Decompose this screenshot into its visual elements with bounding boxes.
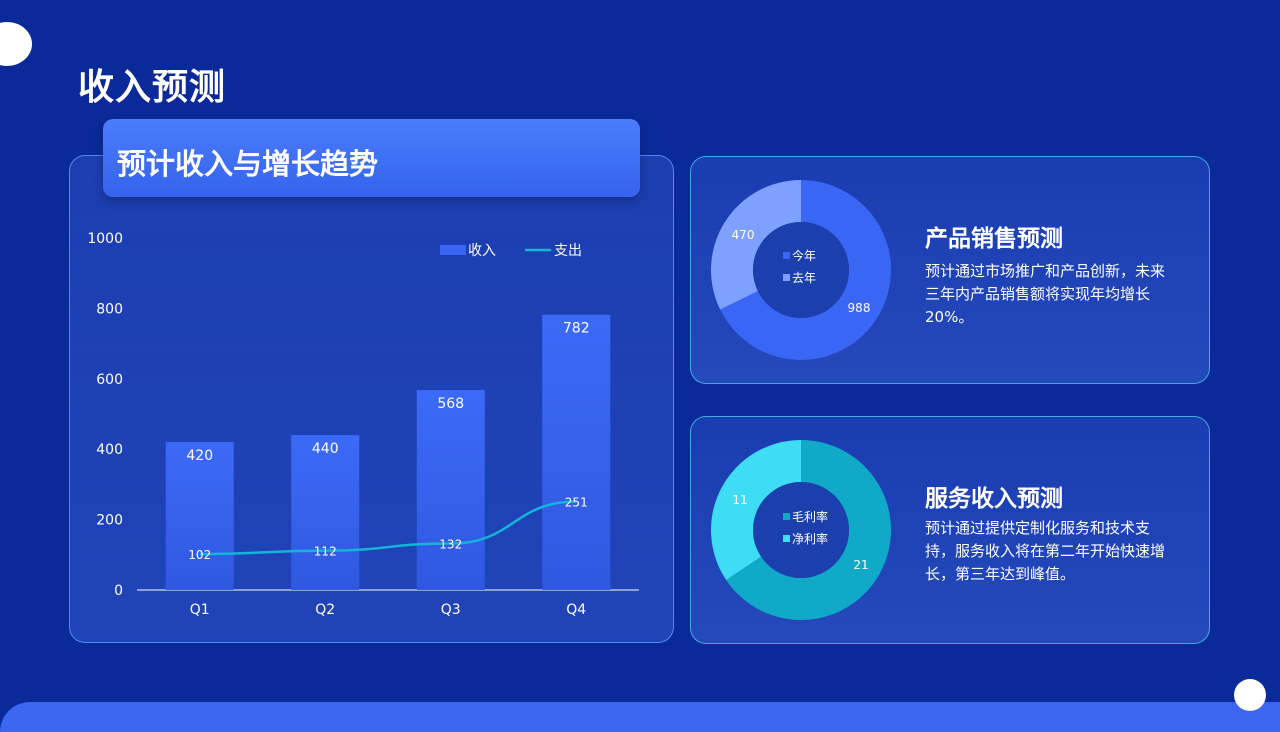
line-value-label: 102: [188, 548, 211, 562]
x-tick-label: Q1: [190, 602, 210, 618]
bar-value-label: 440: [312, 441, 339, 457]
bar: [291, 435, 360, 590]
donut-legend-swatch: [783, 252, 790, 259]
product-sales-title: 产品销售预测: [925, 226, 1063, 252]
bar: [542, 314, 611, 590]
product-sales-card: 988 470 今年去年 产品销售预测 预计通过市场推广和产品创新，未来三年内产品销…: [690, 156, 1210, 384]
expense-line: [199, 500, 577, 556]
y-tick-label: 0: [114, 583, 123, 599]
chart-section-heading: 预计收入与增长趋势: [103, 119, 640, 197]
bar: [165, 442, 234, 590]
legend-label-expense: 支出: [554, 243, 582, 259]
decorative-circle-bottom-right: [1234, 679, 1266, 711]
x-tick-label: Q2: [315, 602, 335, 618]
y-tick-label: 600: [96, 372, 123, 388]
legend-swatch-revenue: [440, 245, 466, 255]
y-tick-label: 400: [96, 442, 123, 458]
donut-legend-swatch: [783, 274, 790, 281]
decorative-circle-top-left: [0, 22, 32, 66]
bar-value-label: 420: [186, 448, 213, 464]
service-income-title: 服务收入预测: [925, 486, 1063, 512]
y-tick-label: 1000: [87, 231, 123, 247]
donut-legend-swatch: [783, 535, 790, 542]
donut-legend-label: 净利率: [792, 531, 828, 546]
x-tick-label: Q4: [566, 602, 586, 618]
service-income-description: 预计通过提供定制化服务和技术支持，服务收入将在第二年开始快速增长，第三年达到峰值…: [925, 519, 1166, 583]
revenue-bar-line-chart: 0 200 400 600 800 1000 420 Q1 440 Q2 568 Q3 782 Q4 102…: [87, 231, 639, 618]
service-income-card: 21 11 毛利率净利率 服务收入预测 预计通过提供定制化服务和技术支持，服务收入将…: [690, 416, 1210, 644]
donut-slice: [720, 180, 891, 360]
donut-legend-label: 毛利率: [792, 509, 828, 524]
product-sales-description: 预计通过市场推广和产品创新，未来三年内产品销售额将实现年均增长20%。: [925, 262, 1166, 326]
donut-hole: [753, 222, 849, 318]
donut-slice: [711, 180, 801, 310]
donut-legend-label: 去年: [792, 271, 816, 285]
donut-slice: [711, 440, 801, 581]
donut-value-label: 988: [848, 301, 871, 315]
x-tick-label: Q3: [441, 602, 461, 618]
bottom-accent-strip: [0, 702, 1280, 732]
line-value-label: 112: [314, 545, 337, 559]
page-title: 收入预测: [78, 67, 227, 108]
donut-value-label: 21: [853, 558, 868, 572]
bar: [416, 390, 485, 590]
donut-legend-swatch: [783, 513, 790, 520]
y-tick-label: 200: [96, 513, 123, 529]
bar-value-label: 782: [563, 321, 590, 337]
donut-slice: [726, 440, 891, 620]
donut-hole: [753, 482, 849, 578]
line-value-label: 132: [439, 538, 462, 552]
donut-legend-label: 今年: [792, 248, 816, 263]
donut-value-label: 11: [732, 493, 747, 507]
y-tick-label: 800: [96, 301, 123, 317]
donut-value-label: 470: [732, 228, 755, 242]
bar-value-label: 568: [437, 396, 464, 412]
legend-label-revenue: 收入: [468, 243, 496, 259]
line-value-label: 251: [565, 496, 588, 510]
